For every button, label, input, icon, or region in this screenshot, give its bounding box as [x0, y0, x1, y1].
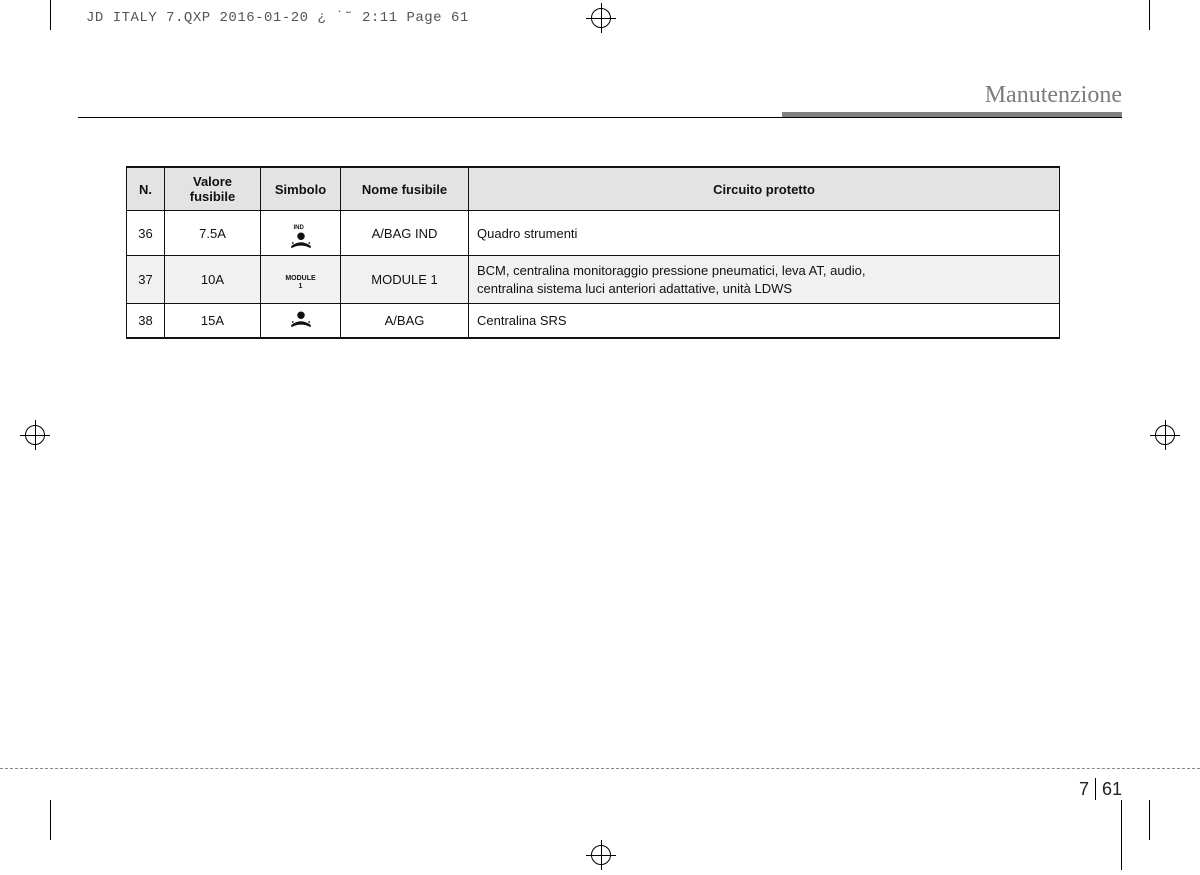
airbag-ind-icon: [286, 231, 316, 249]
symbol-module-label: MODULE: [285, 275, 315, 283]
cell-symbol: MODULE 1: [261, 256, 341, 304]
cell-number: 36: [127, 211, 165, 256]
dashed-cut-line: [0, 768, 1200, 769]
cell-symbol: [261, 304, 341, 339]
registration-mark: [1150, 420, 1180, 450]
page-number-value: 61: [1102, 779, 1122, 800]
circuit-line: BCM, centralina monitoraggio pressione p…: [477, 262, 1051, 280]
table-row: 38 15A A/BAG Centralina SRS: [127, 304, 1060, 339]
cell-value: 7.5A: [165, 211, 261, 256]
cell-name: MODULE 1: [341, 256, 469, 304]
cell-value: 10A: [165, 256, 261, 304]
table-row: 37 10A MODULE 1 MODULE 1 BCM, centralina…: [127, 256, 1060, 304]
symbol-module-num: 1: [299, 283, 303, 291]
th-value: Valore fusibile: [165, 167, 261, 211]
circuit-line: centralina sistema luci anteriori adatta…: [477, 280, 1051, 298]
th-circuit: Circuito protetto: [469, 167, 1060, 211]
registration-mark: [586, 3, 616, 33]
cell-symbol: IND: [261, 211, 341, 256]
page-separator: [1095, 778, 1096, 800]
section-title: Manutenzione: [985, 82, 1122, 109]
fuse-table: N. Valore fusibile Simbolo Nome fusibile…: [126, 166, 1060, 339]
cell-name: A/BAG IND: [341, 211, 469, 256]
crop-mark: [50, 0, 51, 30]
th-name: Nome fusibile: [341, 167, 469, 211]
chapter-number: 7: [1079, 779, 1089, 800]
title-rule-thin: [78, 117, 1122, 118]
table-row: 36 7.5A IND A/BAG IND Quadro strumenti: [127, 211, 1060, 256]
crop-mark: [1149, 0, 1150, 30]
cell-circuit: Quadro strumenti: [469, 211, 1060, 256]
crop-mark: [1149, 800, 1150, 840]
cell-number: 38: [127, 304, 165, 339]
cell-circuit: BCM, centralina monitoraggio pressione p…: [469, 256, 1060, 304]
th-symbol: Simbolo: [261, 167, 341, 211]
crop-mark: [50, 800, 51, 840]
registration-mark: [586, 840, 616, 870]
cell-number: 37: [127, 256, 165, 304]
airbag-icon: [286, 310, 316, 328]
th-number: N.: [127, 167, 165, 211]
cell-circuit: Centralina SRS: [469, 304, 1060, 339]
crop-mark: [1121, 800, 1122, 870]
page-number: 7 61: [1079, 778, 1122, 800]
cell-value: 15A: [165, 304, 261, 339]
cell-name: A/BAG: [341, 304, 469, 339]
table-header-row: N. Valore fusibile Simbolo Nome fusibile…: [127, 167, 1060, 211]
registration-mark: [20, 420, 50, 450]
imprint-text: JD ITALY 7.QXP 2016-01-20 ¿ ˙˜ 2:11 Page…: [86, 10, 469, 26]
